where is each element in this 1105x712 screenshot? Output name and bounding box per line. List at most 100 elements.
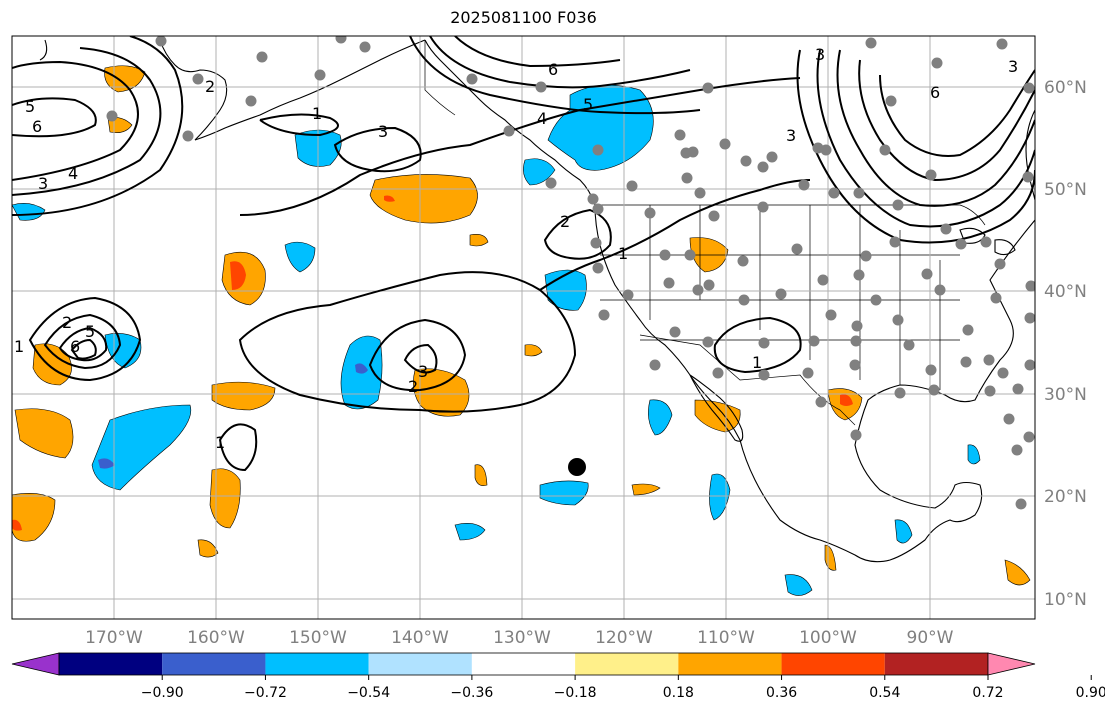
contour-label: 3 xyxy=(786,126,796,145)
positive-area xyxy=(12,519,22,531)
contour-label: 5 xyxy=(85,322,95,341)
contour-label: 2 xyxy=(408,377,418,396)
contour-label: 3 xyxy=(1008,57,1018,76)
contour-label: 4 xyxy=(68,164,78,183)
negative-area xyxy=(648,399,673,436)
negative-area xyxy=(12,203,46,221)
alaska-canada-border xyxy=(424,40,456,116)
colorbar-tick-label: −0.90 xyxy=(141,685,184,701)
contour-line xyxy=(403,343,438,374)
colorbar-segment xyxy=(884,653,988,675)
contour-label: 6 xyxy=(548,60,558,79)
lon-label: 150°W xyxy=(289,628,347,648)
colorbar-segment xyxy=(781,653,885,675)
contour-label: 2 xyxy=(62,313,72,332)
contour-label: 4 xyxy=(537,109,547,128)
contour-label: 5 xyxy=(583,95,593,114)
contour-label: 2 xyxy=(205,77,215,96)
negative-area xyxy=(784,574,813,596)
contour-label: 6 xyxy=(32,117,42,136)
contour-label: 1 xyxy=(312,104,322,123)
positive-area xyxy=(524,344,543,357)
contour-line xyxy=(238,271,577,413)
colorbar-tick-label: 0.36 xyxy=(766,685,797,701)
great-lakes xyxy=(959,227,1016,256)
colorbar-segment xyxy=(575,653,679,675)
colorbar-tick-label: −0.36 xyxy=(450,685,493,701)
positive-area xyxy=(1004,559,1031,586)
station-dots xyxy=(106,36,1035,510)
lat-label: 20°N xyxy=(1044,487,1087,507)
negative-area xyxy=(355,363,368,374)
baja-california xyxy=(689,374,744,442)
location-marker xyxy=(568,458,586,476)
contour-line xyxy=(70,338,97,360)
contour-line xyxy=(879,69,1035,157)
lat-label: 30°N xyxy=(1044,385,1087,405)
lat-label: 50°N xyxy=(1044,180,1087,200)
map-background xyxy=(12,36,1035,619)
contour-line xyxy=(429,36,691,89)
lon-label: 160°W xyxy=(187,628,245,648)
colorbar-tick-label: −0.72 xyxy=(244,685,287,701)
lon-label: 110°W xyxy=(697,628,755,648)
latitude-labels: 60°N 50°N 40°N 30°N 20°N 10°N xyxy=(1044,78,1087,610)
contour-line xyxy=(816,49,1035,228)
contour-lines xyxy=(12,36,1035,472)
contour-line xyxy=(858,59,1035,182)
contour-line xyxy=(12,36,184,216)
contour-line xyxy=(12,97,97,138)
alaska-west xyxy=(159,39,228,141)
positive-area xyxy=(211,381,276,411)
contour-labels: 5 6 3 4 2 1 3 5 6 4 2 1 3 6 5 1 2 3 6 3 … xyxy=(14,45,1018,452)
contour-line xyxy=(43,313,122,370)
colorbar-tick-label: 0.54 xyxy=(869,685,900,701)
colorbar-segment xyxy=(162,653,266,675)
lon-label: 130°W xyxy=(493,628,551,648)
contour-line xyxy=(713,316,802,374)
positive-area xyxy=(474,464,488,486)
contour-label: 1 xyxy=(752,353,762,372)
contour-line xyxy=(333,126,422,173)
positive-area xyxy=(369,174,478,224)
lat-label: 10°N xyxy=(1044,590,1087,610)
shaded-fields xyxy=(12,65,1031,596)
lon-label: 90°W xyxy=(907,628,954,648)
colorbar-segment xyxy=(368,653,472,675)
positive-area xyxy=(230,261,246,290)
contour-label: 2 xyxy=(560,212,570,231)
lon-label: 100°W xyxy=(799,628,857,648)
lon-label: 120°W xyxy=(595,628,653,648)
contour-line xyxy=(539,179,811,291)
contour-label: 1 xyxy=(618,244,628,263)
positive-area xyxy=(12,493,56,542)
colorbar-tick-label: 0.18 xyxy=(663,685,694,701)
contour-label: 1 xyxy=(14,337,24,356)
negative-area xyxy=(547,84,654,171)
contour-label: 3 xyxy=(378,122,388,141)
map-frame xyxy=(11,35,1036,620)
contour-line xyxy=(12,60,139,181)
negative-area xyxy=(284,241,316,273)
us-canada-border xyxy=(595,204,986,226)
positive-area xyxy=(104,65,146,93)
contour-line xyxy=(28,296,142,382)
positive-area xyxy=(631,483,661,496)
negative-area xyxy=(98,458,115,469)
alaska-coast xyxy=(194,39,426,141)
contour-line xyxy=(454,36,621,68)
colorbar-segment xyxy=(471,653,576,675)
colorbar-extend-left xyxy=(11,652,60,676)
lon-label: 170°W xyxy=(85,628,143,648)
contour-label: 1 xyxy=(215,433,225,452)
colorbar-tick-label: −0.18 xyxy=(554,685,597,701)
colorbar-segment xyxy=(59,653,163,675)
contour-line xyxy=(409,36,701,115)
island xyxy=(39,39,48,61)
negative-area xyxy=(523,158,556,186)
positive-area xyxy=(469,234,489,247)
contour-label: 6 xyxy=(930,83,940,102)
colorbar-tick-label: 0.90 xyxy=(1076,685,1105,701)
colorbar-extend-right xyxy=(987,652,1036,676)
